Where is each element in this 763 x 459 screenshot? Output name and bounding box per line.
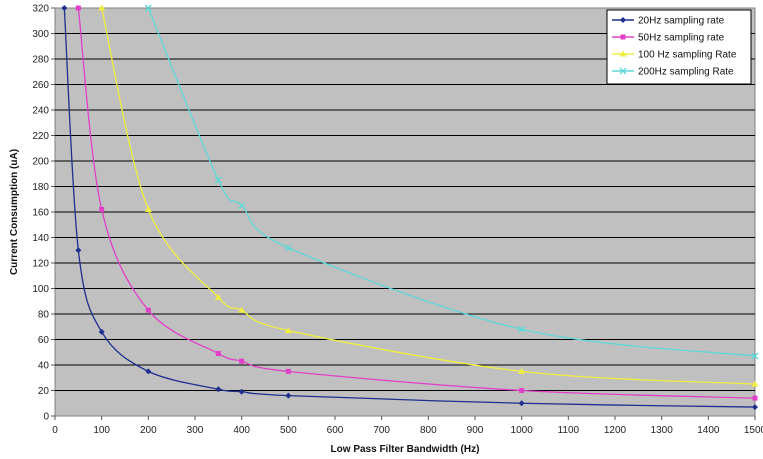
data-point	[61, 5, 68, 11]
y-tick-label: 100	[32, 284, 49, 295]
legend-item: 100 Hz sampling Rate	[612, 50, 737, 61]
data-point	[751, 352, 759, 360]
y-tick-labels: 0 20 40 60 80 100 120 140 160 180 200 220 240 260 280 3…	[32, 4, 49, 423]
x-tick-label: 500	[280, 425, 297, 436]
y-tick-label: 80	[38, 310, 50, 321]
x-tick-label: 1100	[558, 425, 580, 436]
y-tick-label: 160	[32, 208, 49, 219]
data-point	[145, 368, 152, 375]
legend-label: 200Hz sampling Rate	[638, 67, 734, 78]
y-tick-label: 220	[32, 131, 49, 142]
legend-swatch-marker	[619, 50, 627, 57]
data-point	[238, 388, 245, 395]
data-point	[518, 367, 526, 374]
x-tick-label: 700	[373, 425, 390, 436]
x-tick-label: 1200	[604, 425, 627, 436]
legend-swatch-marker	[620, 34, 626, 40]
series-1	[61, 5, 758, 411]
legend-item: 20Hz sampling rate	[612, 16, 725, 27]
data-point	[215, 386, 222, 393]
x-tick-label: 1000	[511, 425, 534, 436]
data-point	[751, 380, 759, 387]
data-point	[99, 206, 105, 212]
series-group	[61, 4, 759, 411]
y-tick-label: 20	[38, 386, 50, 397]
legend-item: 200Hz sampling Rate	[612, 67, 734, 78]
y-tick-label: 280	[32, 55, 49, 66]
legend-swatch-marker	[620, 17, 626, 23]
data-point	[284, 327, 292, 334]
data-point	[145, 307, 151, 313]
data-point	[238, 202, 246, 210]
y-tick-label: 240	[32, 106, 49, 117]
x-tick-labels: 0 100 200 300 400 500 600 700 800 900 1000 1100 1200…	[52, 425, 763, 436]
x-axis-title: Low Pass Filter Bandwidth (Hz)	[331, 444, 480, 455]
y-tick-label: 40	[38, 361, 50, 372]
y-tick-label: 200	[32, 157, 49, 168]
x-tick-label: 300	[187, 425, 204, 436]
legend-item: 50Hz sampling rate	[612, 33, 725, 44]
y-tick-label: 180	[32, 182, 49, 193]
x-tick-label: 1500	[744, 425, 763, 436]
series-3	[98, 4, 759, 387]
x-tick-label: 1300	[651, 425, 674, 436]
data-point	[752, 395, 758, 401]
x-tick-label: 800	[420, 425, 437, 436]
data-point	[98, 328, 105, 335]
y-tick-label: 320	[32, 4, 49, 15]
legend-label: 20Hz sampling rate	[638, 16, 725, 27]
data-point	[144, 205, 152, 212]
data-point	[239, 358, 245, 364]
data-point	[519, 388, 525, 393]
data-point	[75, 247, 82, 254]
data-point	[98, 4, 106, 11]
series-line	[101, 7, 756, 385]
y-axis-title: Current Consumption (uA)	[9, 149, 20, 275]
legend-swatch-marker	[619, 67, 627, 75]
x-tick-label: 0	[52, 425, 58, 436]
series-line	[147, 7, 756, 357]
legend-label: 100 Hz sampling Rate	[638, 50, 737, 61]
data-point	[518, 325, 526, 333]
legend-label: 50Hz sampling rate	[638, 33, 725, 44]
series-4	[144, 4, 759, 360]
data-point	[144, 4, 152, 12]
y-tick-label: 60	[38, 335, 50, 346]
x-tick-label: 1400	[697, 425, 720, 436]
data-point	[214, 293, 222, 300]
x-tick-label: 100	[93, 425, 110, 436]
x-tick-label: 600	[327, 425, 344, 436]
data-point	[75, 5, 81, 11]
data-point	[285, 392, 292, 399]
data-point	[215, 351, 221, 357]
y-tick-label: 140	[32, 233, 49, 244]
series-2	[75, 5, 758, 401]
y-tick-label: 120	[32, 259, 49, 270]
data-point	[284, 244, 292, 252]
x-tick-label: 900	[467, 425, 484, 436]
data-point	[752, 404, 758, 411]
data-point	[518, 400, 525, 407]
data-point	[285, 368, 291, 374]
y-tick-label: 300	[32, 29, 49, 40]
data-point	[238, 306, 246, 313]
y-tick-label: 0	[43, 412, 49, 423]
legend: 20Hz sampling rate 50Hz sampling rate 100 …	[606, 9, 752, 85]
y-tick-label: 260	[32, 80, 49, 91]
x-tick-label: 400	[233, 425, 250, 436]
data-point	[214, 176, 222, 184]
x-tick-label: 200	[140, 425, 157, 436]
